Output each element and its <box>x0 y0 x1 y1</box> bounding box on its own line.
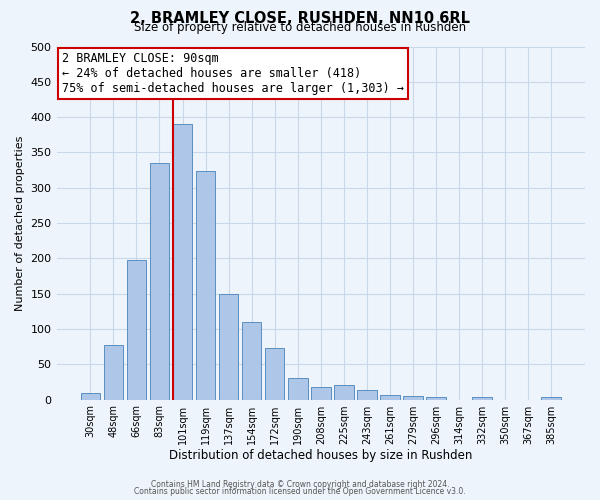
Bar <box>242 322 262 400</box>
X-axis label: Distribution of detached houses by size in Rushden: Distribution of detached houses by size … <box>169 450 472 462</box>
Bar <box>149 163 169 400</box>
Y-axis label: Number of detached properties: Number of detached properties <box>15 136 25 310</box>
Bar <box>265 348 284 400</box>
Bar <box>311 387 331 400</box>
Bar <box>357 390 377 400</box>
Bar <box>219 294 238 400</box>
Text: 2, BRAMLEY CLOSE, RUSHDEN, NN10 6RL: 2, BRAMLEY CLOSE, RUSHDEN, NN10 6RL <box>130 11 470 26</box>
Bar <box>472 397 492 400</box>
Bar <box>173 124 193 400</box>
Bar <box>403 396 423 400</box>
Bar <box>288 378 308 400</box>
Text: 2 BRAMLEY CLOSE: 90sqm
← 24% of detached houses are smaller (418)
75% of semi-de: 2 BRAMLEY CLOSE: 90sqm ← 24% of detached… <box>62 52 404 95</box>
Bar <box>104 344 123 400</box>
Bar <box>541 398 561 400</box>
Bar <box>334 386 353 400</box>
Bar <box>426 398 446 400</box>
Text: Contains HM Land Registry data © Crown copyright and database right 2024.: Contains HM Land Registry data © Crown c… <box>151 480 449 489</box>
Text: Contains public sector information licensed under the Open Government Licence v3: Contains public sector information licen… <box>134 487 466 496</box>
Bar <box>127 260 146 400</box>
Bar <box>80 392 100 400</box>
Bar <box>380 396 400 400</box>
Bar <box>196 172 215 400</box>
Text: Size of property relative to detached houses in Rushden: Size of property relative to detached ho… <box>134 21 466 34</box>
